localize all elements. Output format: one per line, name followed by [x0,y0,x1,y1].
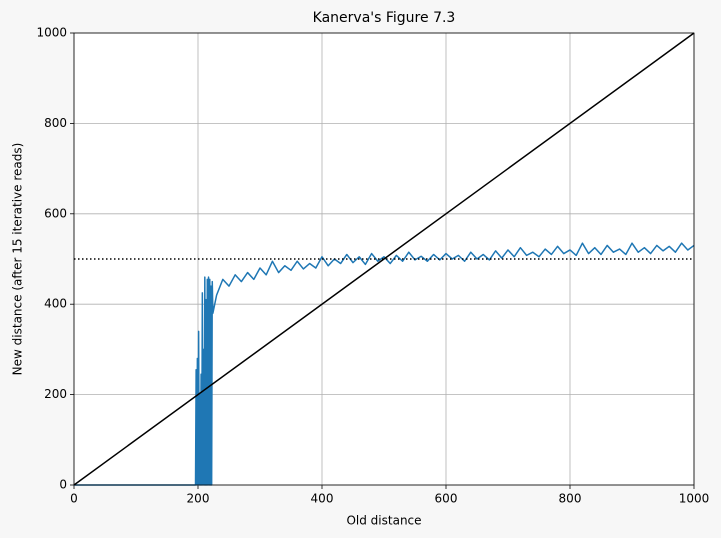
y-tick-label: 400 [44,297,67,311]
y-axis-label: New distance (after 15 iterative reads) [11,143,25,376]
line-series [73,32,695,486]
x-axis-label: Old distance [346,514,421,528]
x-tick-label: 1000 [679,492,710,506]
y-tick-label: 0 [59,478,67,492]
line-series [74,242,695,486]
y-tick-label: 800 [44,116,67,130]
x-tick-label: 600 [435,492,458,506]
x-tick-label: 0 [70,492,78,506]
x-tick-label: 400 [311,492,334,506]
y-tick-label: 600 [44,206,67,220]
chart-title: Kanerva's Figure 7.3 [313,10,456,26]
x-tick-label: 200 [187,492,210,506]
x-tick-label: 800 [559,492,582,506]
y-tick-label: 200 [44,387,67,401]
axes-frame [73,32,695,486]
y-tick-label: 1000 [36,26,67,40]
